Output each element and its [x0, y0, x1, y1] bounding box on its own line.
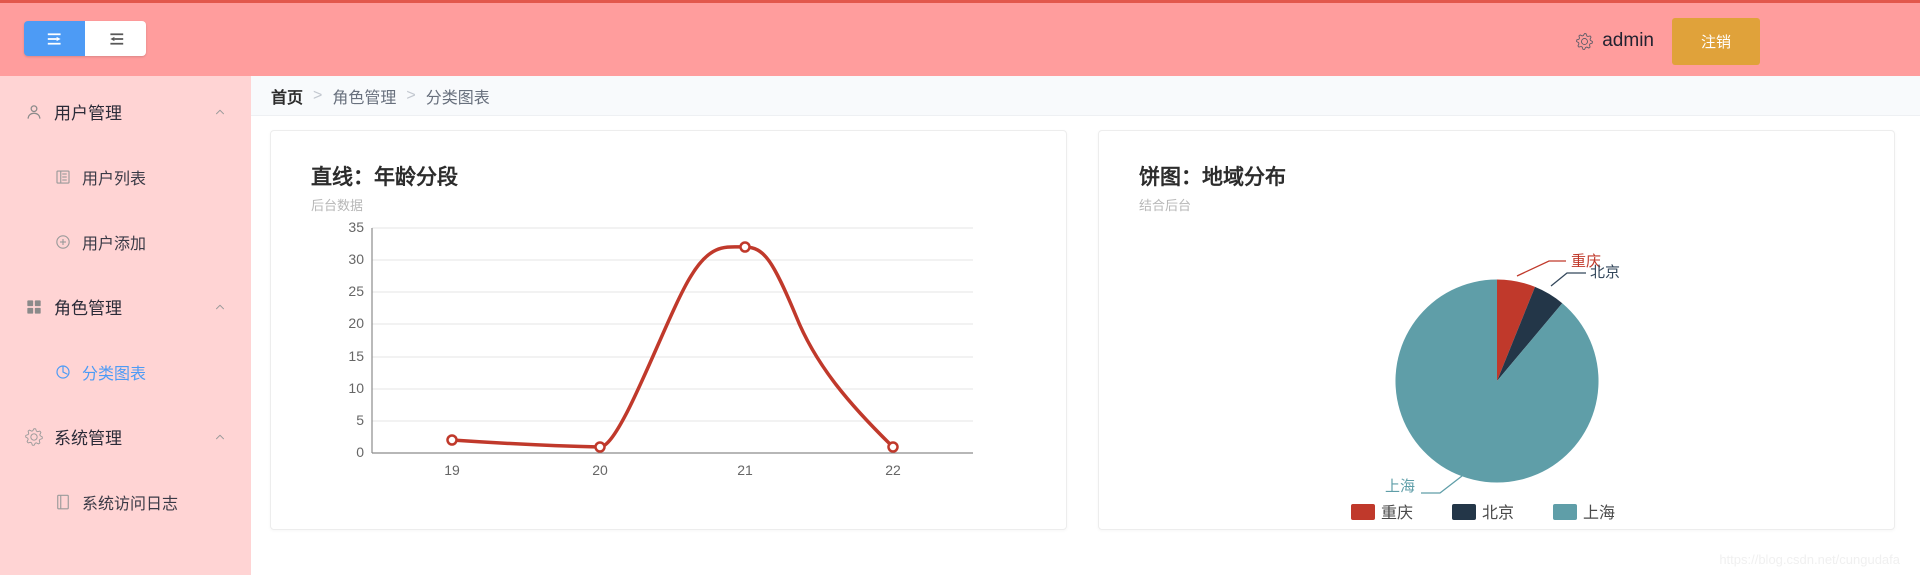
svg-text:15: 15 — [348, 348, 364, 364]
svg-text:20: 20 — [348, 315, 364, 331]
svg-text:5: 5 — [356, 412, 364, 428]
svg-text:北京: 北京 — [1482, 504, 1514, 522]
svg-text:20: 20 — [592, 462, 608, 478]
svg-text:0: 0 — [356, 444, 364, 460]
svg-text:北京: 北京 — [1590, 264, 1620, 281]
svg-text:35: 35 — [348, 221, 364, 235]
svg-text:上海: 上海 — [1385, 478, 1415, 495]
svg-text:22: 22 — [885, 462, 901, 478]
svg-text:25: 25 — [348, 283, 364, 299]
svg-text:重庆: 重庆 — [1381, 504, 1413, 522]
svg-text:10: 10 — [348, 380, 364, 396]
svg-text:21: 21 — [737, 462, 753, 478]
svg-text:上海: 上海 — [1583, 504, 1615, 522]
svg-text:19: 19 — [444, 462, 460, 478]
svg-text:30: 30 — [348, 251, 364, 267]
